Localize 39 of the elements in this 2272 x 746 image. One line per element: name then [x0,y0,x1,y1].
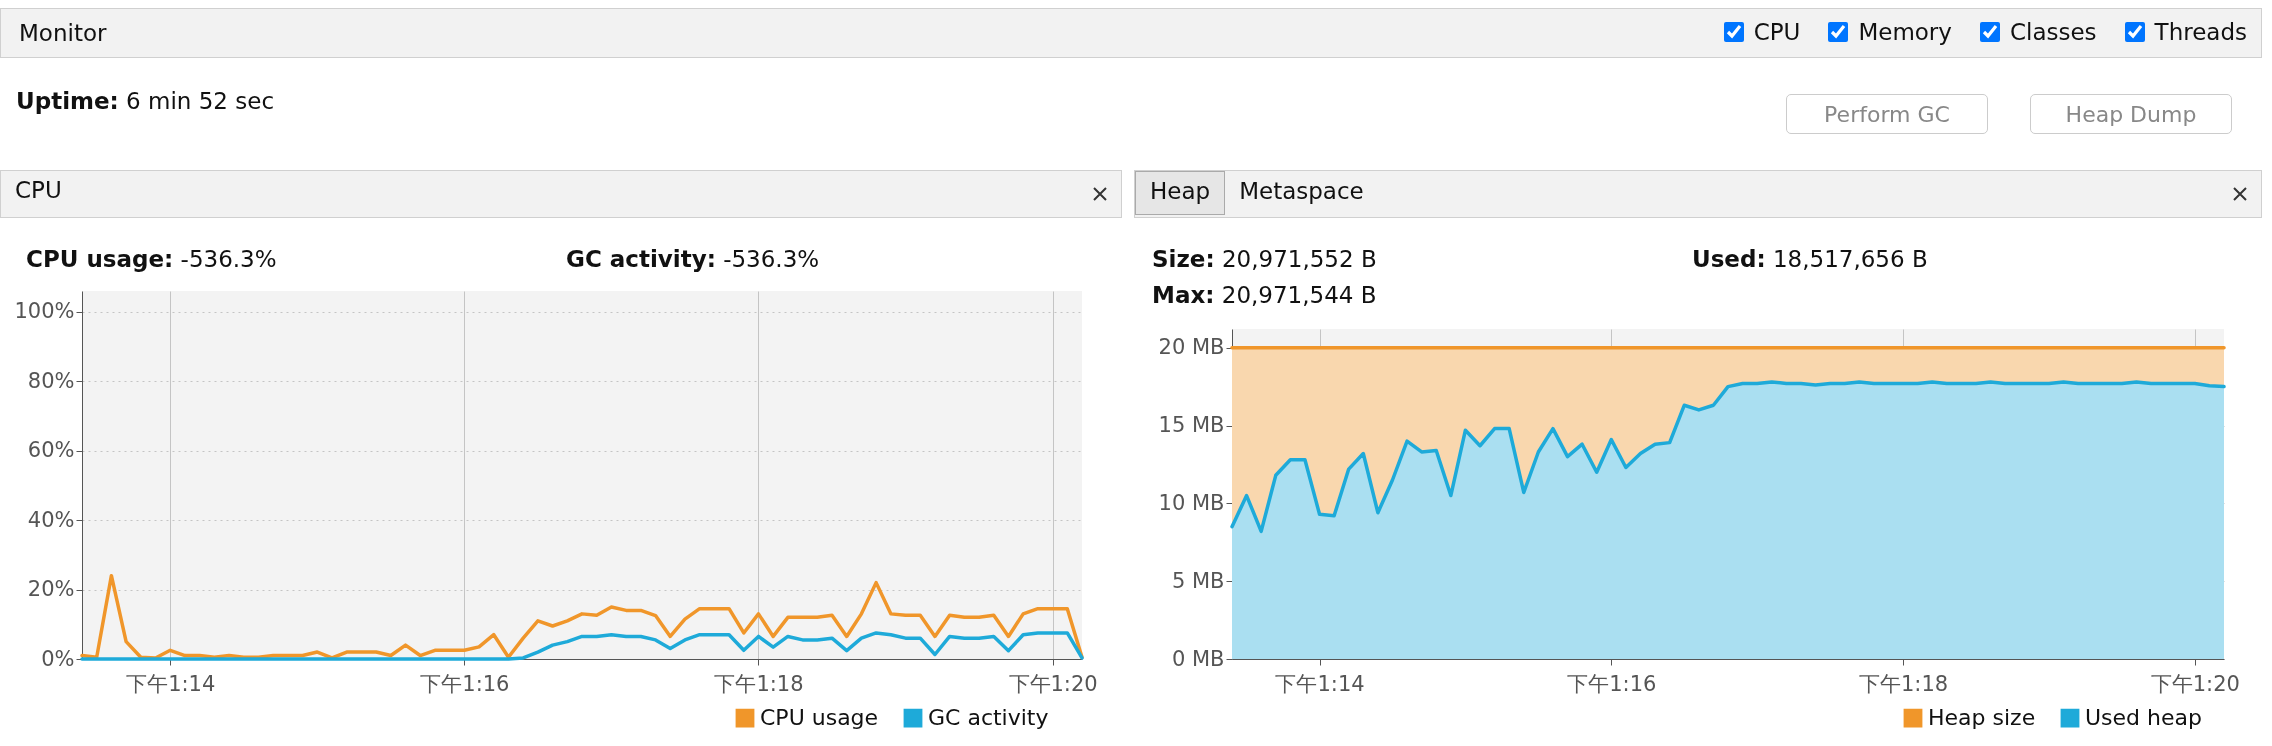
x-tick-label: 下午1:20 [2150,671,2240,696]
y-tick-label: 20% [27,577,75,602]
text: Uptime: 6 min 52 sec [16,88,275,114]
legend-label: Used heap [2085,705,2202,731]
x-tick-label: 下午1:18 [714,671,804,696]
x-tick-label: 下午1:20 [1008,671,1098,696]
text: CPU [1752,19,1801,45]
chart-title: Heap [1135,171,1226,215]
chart-title: CPU [14,176,63,205]
text: Monitor [19,20,107,46]
y-tick-label: 100% [14,299,75,324]
y-tick-label: 40% [27,507,75,532]
text: Perform GC [1786,94,1988,134]
text: GC activity: -536.3% [566,246,821,272]
x-tick-label: 下午1:16 [1567,671,1657,696]
text: Heap Dump [2030,94,2232,134]
text: CPU usage: -536.3% [26,246,278,272]
text: Classes [2008,19,2097,45]
text: Size: 20,971,552 B [1152,246,1378,272]
text: Memory [1857,19,1952,45]
legend-label: Heap size [1928,705,2036,731]
legend-label: GC activity [928,705,1049,731]
text: Used: 18,517,656 B [1692,246,1929,272]
y-tick-label: 0 MB [1171,646,1225,671]
y-tick-label: 5 MB [1171,568,1225,593]
y-tick-label: 0% [41,646,75,671]
y-tick-label: 80% [27,368,75,393]
x-tick-label: 下午1:16 [420,671,510,696]
text: Max: 20,971,544 B [1152,282,1378,308]
y-tick-label: 60% [27,438,75,463]
y-tick-label: 15 MB [1158,413,1225,438]
x-tick-label: 下午1:18 [1858,671,1949,696]
text: Threads [2153,19,2247,45]
x-tick-label: 下午1:14 [126,671,216,696]
y-tick-label: 10 MB [1158,490,1225,515]
x-tick-label: 下午1:14 [1275,671,1365,696]
chart-subtitle: Metaspace [1238,177,1365,206]
y-tick-label: 20 MB [1158,335,1225,360]
legend-label: CPU usage [760,705,879,731]
